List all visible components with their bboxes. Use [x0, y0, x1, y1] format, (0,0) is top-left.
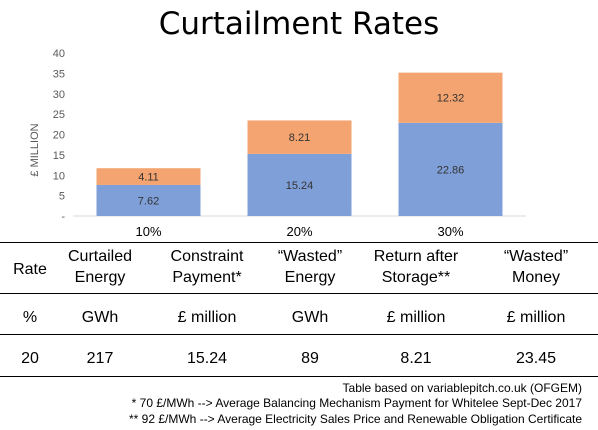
table-header-cell: Rate	[13, 261, 47, 278]
table-value-cell: 217	[86, 350, 114, 367]
y-tick-label: 20	[53, 130, 65, 142]
table-unit-cell: GWh	[291, 309, 329, 326]
data-table: Rate Curtailed Energy Constraint Payment* “Wa…	[0, 242, 598, 377]
chart-title: Curtailment Rates	[158, 6, 440, 42]
bar-segment-lower	[247, 153, 352, 216]
table-value-cell: 8.21	[400, 350, 432, 367]
table-rule-top	[0, 242, 598, 243]
table-unit-cell: £ million	[506, 309, 566, 326]
y-tick-label: 40	[53, 48, 65, 60]
table-header-cell: Constraint	[170, 248, 244, 265]
y-tick-label: 15	[53, 150, 65, 162]
table-header-cell: Payment*	[172, 269, 242, 286]
bar-segment-lower	[398, 122, 503, 216]
table-value-cell: 89	[301, 350, 319, 367]
y-tick-label: 35	[53, 68, 65, 80]
y-tick-label: -	[61, 211, 65, 223]
table-rule-bottom	[0, 376, 598, 377]
table-header-cell: Money	[511, 269, 561, 286]
table-value-cell: 15.24	[186, 350, 228, 367]
table-value-cell: 20	[21, 350, 39, 367]
x-category-label: 10%	[135, 224, 161, 239]
table-rule-header	[0, 293, 598, 294]
bar-segment-upper	[398, 72, 503, 123]
table-header-cell: “Wasted”	[277, 248, 343, 265]
table-unit-cell: £ million	[177, 309, 237, 326]
bar-data-label: 15.24	[286, 180, 314, 192]
table-header-cell: Return after	[373, 248, 459, 265]
table-header-cell: Energy	[74, 269, 126, 286]
footnote-storage: ** 92 £/MWh --> Average Electricity Sale…	[129, 412, 582, 426]
bar-segment-upper	[247, 120, 352, 154]
table-unit-cell: £ million	[386, 309, 446, 326]
table-unit-cell: %	[22, 309, 38, 326]
y-tick-label: 30	[53, 89, 65, 101]
bar-segment-lower	[96, 184, 201, 216]
bar-data-label: 22.86	[437, 164, 465, 176]
y-axis-label: £ MILLION	[29, 123, 41, 176]
x-category-label: 30%	[437, 224, 463, 239]
y-tick-label: 25	[53, 109, 65, 121]
table-header-cell: Energy	[284, 269, 336, 286]
y-tick-label: 5	[59, 191, 65, 203]
source-note: Table based on variablepitch.co.uk (OFGE…	[342, 381, 582, 395]
bar-segment-upper	[96, 168, 201, 185]
y-axis: 40 35 30 25 20 15 10 5 -	[53, 48, 66, 223]
table-value-cell: 23.45	[515, 350, 557, 367]
table-header-cell: Curtailed	[67, 248, 133, 265]
bar-data-label: 8.21	[289, 132, 310, 144]
table-header-cell: Storage**	[381, 269, 451, 286]
y-tick-label: 10	[53, 170, 65, 182]
bars-group: 7.62 4.11 10% 15.24 8.21 20% 22.86 12.32 30%	[96, 72, 503, 239]
table-rule-units	[0, 334, 598, 335]
stacked-bar-chart: 40 35 30 25 20 15 10 5 - £ MILLION 7.62 4.11 10% 15…	[29, 48, 526, 239]
bar-data-label: 7.62	[138, 195, 159, 207]
bar-data-label: 4.11	[138, 172, 159, 184]
bar-data-label: 12.32	[437, 93, 465, 105]
x-category-label: 20%	[286, 224, 312, 239]
footnote-constraint: * 70 £/MWh --> Average Balancing Mechani…	[131, 396, 582, 410]
table-header-cell: “Wasted”	[503, 248, 569, 265]
table-unit-cell: GWh	[81, 309, 119, 326]
